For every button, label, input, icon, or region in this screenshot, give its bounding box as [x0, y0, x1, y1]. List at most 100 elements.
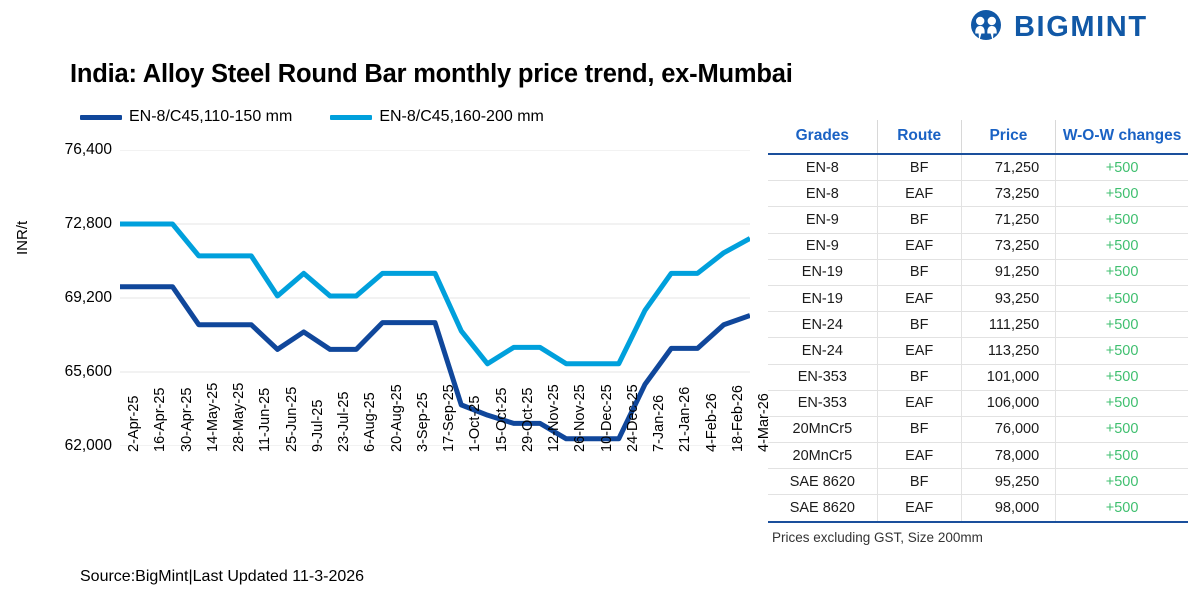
x-axis-tick-label: 4-Feb-26 [703, 393, 720, 452]
route-cell: BF [877, 364, 962, 391]
table-row: 20MnCr5 EAF 78,000 +500 [768, 442, 1188, 470]
grade-cell: EN-8 [768, 154, 878, 182]
x-axis-tick-label: 3-Sep-25 [414, 392, 431, 452]
table-row: EN-353 EAF 106,000 +500 [768, 390, 1188, 417]
grade-cell: EN-353 [768, 364, 878, 391]
plot-area [120, 149, 752, 447]
wow-cell: +500 [1055, 285, 1188, 313]
table-column-header: Route [877, 120, 962, 155]
wow-cell: +500 [1055, 390, 1188, 417]
wow-cell: +500 [1055, 311, 1188, 339]
table-row: EN-24 BF 111,250 +500 [768, 311, 1188, 339]
chart-legend: EN-8/C45,110-150 mm EN-8/C45,160-200 mm [80, 108, 544, 126]
price-table: Grades Route Price W-O-W changes EN-8 BF 71,2… [768, 120, 1188, 545]
route-cell: BF [877, 416, 962, 444]
wow-cell: +500 [1055, 337, 1188, 365]
route-cell: BF [877, 468, 962, 496]
grade-cell: EN-24 [768, 311, 878, 339]
wow-cell: +500 [1055, 468, 1188, 496]
page-title: India: Alloy Steel Round Bar monthly pri… [70, 60, 793, 88]
y-axis-tick-label: 72,800 [64, 215, 112, 232]
price-cell: 78,000 [961, 442, 1057, 470]
x-axis-tick-label: 1-Oct-25 [467, 395, 484, 452]
legend-label: EN-8/C45,110-150 mm [129, 108, 293, 125]
price-cell: 73,250 [961, 180, 1057, 208]
price-cell: 113,250 [961, 337, 1057, 365]
y-axis-tick-label: 65,600 [64, 363, 112, 380]
x-axis-tick-label: 14-May-25 [204, 382, 221, 452]
price-cell: 73,250 [961, 233, 1057, 260]
wow-cell: +500 [1055, 180, 1188, 208]
table-row: EN-8 EAF 73,250 +500 [768, 180, 1188, 208]
route-cell: BF [877, 206, 962, 234]
series-line [120, 284, 751, 442]
x-axis-tick-label: 21-Jan-26 [677, 386, 694, 452]
wow-cell: +500 [1055, 494, 1188, 523]
route-cell: EAF [877, 285, 962, 313]
bigmint-people-circle-icon [967, 8, 1005, 46]
table-header-row: Grades Route Price W-O-W changes [768, 120, 1188, 155]
price-cell: 95,250 [961, 468, 1057, 496]
x-axis-tick-label: 12-Nov-25 [546, 384, 562, 452]
grade-cell: EN-19 [768, 285, 878, 313]
brand-name: BIGMINT [1014, 10, 1148, 43]
price-cell: 101,000 [961, 364, 1057, 391]
price-cell: 111,250 [961, 311, 1057, 339]
price-cell: 71,250 [961, 154, 1057, 182]
route-cell: BF [877, 259, 962, 286]
table-row: EN-19 EAF 93,250 +500 [768, 285, 1188, 313]
wow-cell: +500 [1055, 442, 1188, 470]
x-axis-tick-label: 11-Jun-25 [257, 387, 274, 452]
table-row: SAE 8620 EAF 98,000 +500 [768, 494, 1188, 523]
x-axis-tick-label: 28-May-25 [231, 382, 247, 452]
table-row: SAE 8620 BF 95,250 +500 [768, 468, 1188, 496]
x-axis-tick-label: 18-Feb-26 [729, 385, 746, 452]
wow-cell: +500 [1055, 154, 1188, 182]
route-cell: BF [877, 154, 962, 182]
legend-item-series-0: EN-8/C45,110-150 mm [80, 108, 292, 126]
price-cell: 93,250 [961, 285, 1057, 313]
grade-cell: SAE 8620 [768, 468, 878, 496]
route-cell: EAF [877, 390, 962, 417]
route-cell: EAF [877, 233, 962, 260]
table-row: EN-9 BF 71,250 +500 [768, 206, 1188, 234]
table-row: EN-353 BF 101,000 +500 [768, 364, 1188, 391]
table-column-header: W-O-W changes [1055, 120, 1188, 155]
x-axis-tick-label: 9-Jul-25 [309, 399, 326, 452]
x-axis-tick-label: 2-Apr-25 [126, 395, 142, 452]
grade-cell: EN-24 [768, 337, 878, 365]
x-axis-tick-label: 20-Aug-25 [388, 384, 405, 452]
y-axis-tick-label: 62,000 [64, 437, 112, 454]
legend-swatch-icon [330, 114, 373, 120]
x-axis-tick-label: 23-Jul-25 [336, 391, 352, 452]
wow-cell: +500 [1055, 206, 1188, 234]
table-column-header: Price [961, 120, 1057, 155]
legend-label: EN-8/C45,160-200 mm [379, 108, 544, 125]
legend-swatch-icon [80, 114, 122, 120]
table-row: EN-8 BF 71,250 +500 [768, 154, 1188, 182]
table-body: EN-8 BF 71,250 +500 EN-8 EAF 73,250 +500 EN-9 BF 7… [768, 154, 1188, 523]
source-note: Source:BigMint|Last Updated 11-3-2026 [80, 568, 365, 585]
y-axis-tick-label: 76,400 [64, 141, 112, 158]
table-row: EN-9 EAF 73,250 +500 [768, 233, 1188, 260]
y-axis-ticks: 62,000 65,600 69,200 72,800 76,400 [0, 141, 112, 470]
brand-logo: BIGMINT [967, 8, 1148, 46]
x-axis-tick-label: 15-Oct-25 [493, 387, 510, 452]
table-footnote: Prices excluding GST, Size 200mm [772, 529, 983, 545]
wow-cell: +500 [1055, 364, 1188, 391]
x-axis-tick-label: 6-Aug-25 [362, 392, 379, 452]
grade-cell: EN-353 [768, 390, 878, 417]
route-cell: EAF [877, 494, 962, 523]
x-axis-tick-label: 25-Jun-25 [283, 386, 300, 452]
series-line [120, 221, 752, 367]
route-cell: BF [877, 311, 962, 339]
x-axis-tick-label: 16-Apr-25 [152, 387, 169, 452]
grade-cell: SAE 8620 [768, 494, 878, 523]
x-axis-tick-label: 24-Dec-25 [624, 384, 641, 452]
price-cell: 91,250 [961, 259, 1057, 286]
route-cell: EAF [877, 337, 962, 365]
grade-cell: EN-9 [768, 233, 878, 260]
route-cell: EAF [877, 180, 962, 208]
route-cell: EAF [877, 442, 962, 470]
table-column-header: Grades [768, 120, 878, 155]
